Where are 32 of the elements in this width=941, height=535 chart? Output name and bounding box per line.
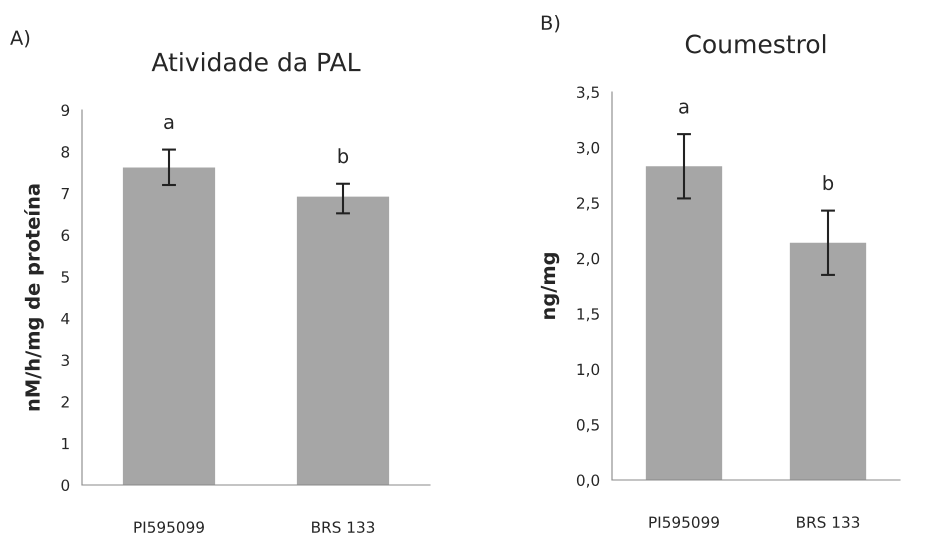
chart-title: Atividade da PAL	[152, 52, 360, 72]
y-tick-label: 3,5	[577, 86, 599, 100]
y-tick-label: 9	[61, 104, 70, 116]
y-axis-title: nM/h/mg de proteína	[24, 184, 44, 410]
y-tick-label: 1,5	[578, 308, 599, 322]
y-tick-label: 0,5	[576, 419, 599, 432]
y-tick-label: 3,0	[577, 142, 600, 156]
y-tick-label: 4	[61, 313, 70, 324]
y-tick-label: 7	[62, 188, 69, 200]
x-tick-label: BRS 133	[312, 521, 374, 533]
y-tick-label: 2,0	[577, 252, 600, 266]
text: A)	[10, 30, 30, 48]
y-tick-label: 0	[61, 479, 70, 492]
y-axis-title: ng/mg	[540, 253, 560, 319]
y-tick-label: 8	[62, 146, 70, 158]
text: B)	[542, 15, 560, 32]
annotation: b	[824, 175, 834, 190]
annotation: b	[338, 148, 348, 164]
x-tick-label: BRS 133	[797, 516, 860, 528]
x-tick-label: PI595099	[134, 521, 204, 533]
chart-title: Coumestrol	[686, 34, 826, 54]
annotation: a	[679, 102, 688, 114]
y-tick-label: 3	[62, 354, 69, 366]
x-tick-label: PI595099	[649, 516, 719, 528]
y-tick-label: 1,0	[578, 364, 600, 377]
y-tick-label: 6	[62, 229, 70, 242]
y-tick-label: 0,0	[576, 474, 600, 488]
annotation: a	[164, 118, 174, 130]
y-tick-label: 5	[62, 271, 69, 283]
y-tick-label: 2,5	[577, 197, 599, 210]
y-tick-label: 1	[62, 438, 69, 450]
y-tick-label: 2	[62, 396, 69, 408]
